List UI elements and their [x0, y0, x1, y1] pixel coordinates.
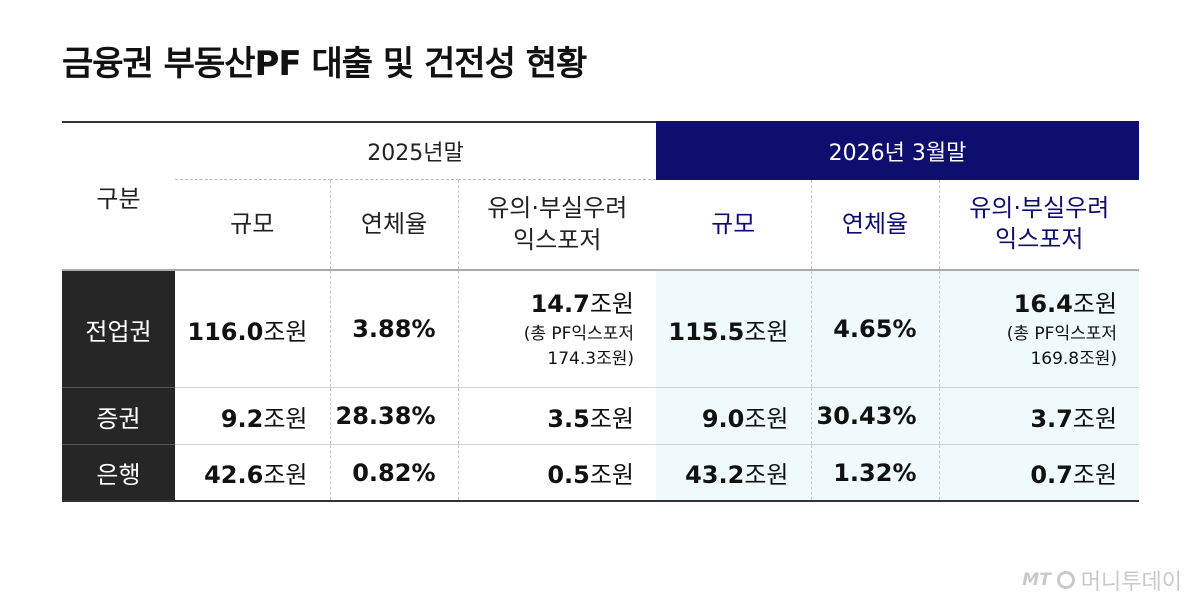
b-scale-cell: 43.2조원 [656, 444, 811, 502]
unit: 조원 [589, 290, 634, 319]
unit: 조원 [589, 404, 634, 433]
unit: 조원 [744, 317, 789, 346]
header-period-2025: 2025년말 [175, 121, 656, 180]
brand-prefix: MT [1022, 570, 1051, 590]
a-scale-cell: 42.6조원 [175, 444, 330, 502]
b-scale-cell: 9.0조원 [656, 387, 811, 445]
note-line2: 174.3조원) [547, 349, 634, 369]
unit: 조원 [263, 317, 308, 346]
b-delinquency-cell: 4.65% [810, 270, 939, 388]
a-delinquency-cell: 28.38% [329, 387, 458, 445]
unit: 조원 [1072, 404, 1118, 433]
value: 16.4 [1013, 290, 1073, 319]
value: 0.82% [352, 458, 436, 487]
value: 28.38% [335, 402, 436, 430]
value: 3.5 [547, 404, 590, 433]
header-b-risk-line2: 익스포저 [995, 225, 1084, 254]
b-delinquency-cell: 30.43% [810, 387, 939, 445]
unit: 조원 [744, 461, 789, 489]
header-gubun: 구분 [62, 121, 175, 271]
header-b-scale: 규모 [656, 179, 811, 271]
header-period-2026: 2026년 3월말 [656, 121, 1140, 180]
value: 3.7 [1030, 404, 1073, 433]
pf-loan-table: 구분 2025년말 2026년 3월말 규모 연체율 유의·부실우려 익스포저 … [62, 121, 1140, 502]
row-label: 은행 [62, 444, 175, 502]
b-risk-cell: 3.7조원 [938, 387, 1140, 445]
table-row: 전업권 116.0조원 3.88% 14.7조원 (총 PF익스포저 174.3… [62, 270, 1140, 388]
a-risk-cell: 3.5조원 [457, 387, 656, 445]
table-row: 증권 9.2조원 28.38% 3.5조원 9.0조원 30.43% 3.7조원 [62, 387, 1140, 445]
unit: 조원 [263, 461, 308, 489]
a-delinquency-cell: 0.82% [329, 444, 458, 502]
value: 116.0 [187, 317, 264, 346]
value: 115.5 [668, 317, 745, 346]
unit: 조원 [1072, 290, 1118, 319]
value: 14.7 [530, 290, 590, 319]
brand-watermark: MT 머니투데이 [1022, 564, 1182, 596]
note-line1: (총 PF익스포저 [1006, 324, 1118, 345]
header-b-risk: 유의·부실우려 익스포저 [938, 179, 1140, 271]
a-scale-cell: 116.0조원 [175, 270, 330, 388]
row-label: 전업권 [62, 270, 175, 388]
a-scale-cell: 9.2조원 [175, 387, 330, 445]
unit: 조원 [263, 404, 308, 433]
unit: 조원 [1072, 461, 1118, 489]
b-risk-cell: 0.7조원 [938, 444, 1140, 502]
value: 9.0 [701, 404, 745, 433]
note-line2: 169.8조원) [1030, 349, 1118, 369]
value: 0.7 [1030, 461, 1073, 489]
value: 3.88% [352, 315, 436, 343]
a-risk-cell: 0.5조원 [457, 444, 656, 502]
b-delinquency-cell: 1.32% [810, 444, 939, 502]
header-b-risk-line1: 유의·부실우려 [969, 194, 1110, 223]
value: 42.6 [204, 461, 264, 489]
page-title: 금융권 부동산PF 대출 및 건전성 현황 [62, 44, 587, 84]
unit: 조원 [744, 404, 789, 433]
value: 0.5 [547, 461, 590, 489]
value: 1.32% [833, 458, 917, 487]
header-a-scale: 규모 [175, 179, 330, 271]
note-line1: (총 PF익스포저 [523, 324, 634, 345]
header-a-risk-line2: 익스포저 [513, 225, 602, 254]
value: 9.2 [220, 404, 264, 433]
brand-logo-icon [1056, 571, 1075, 589]
value: 4.65% [833, 315, 917, 343]
a-risk-cell: 14.7조원 (총 PF익스포저 174.3조원) [457, 270, 656, 388]
header-a-delinquency: 연체율 [329, 179, 458, 271]
b-risk-cell: 16.4조원 (총 PF익스포저 169.8조원) [938, 270, 1140, 388]
table-row: 은행 42.6조원 0.82% 0.5조원 43.2조원 1.32% 0.7조원 [62, 444, 1140, 502]
value: 43.2 [685, 461, 745, 489]
brand-name: 머니투데이 [1080, 570, 1182, 595]
unit: 조원 [589, 461, 634, 489]
value: 30.43% [816, 402, 917, 430]
header-a-risk: 유의·부실우려 익스포저 [457, 179, 656, 271]
header-b-delinquency: 연체율 [810, 179, 939, 271]
row-label: 증권 [62, 387, 175, 445]
a-delinquency-cell: 3.88% [329, 270, 458, 388]
header-a-risk-line1: 유의·부실우려 [487, 194, 628, 223]
b-scale-cell: 115.5조원 [656, 270, 811, 388]
